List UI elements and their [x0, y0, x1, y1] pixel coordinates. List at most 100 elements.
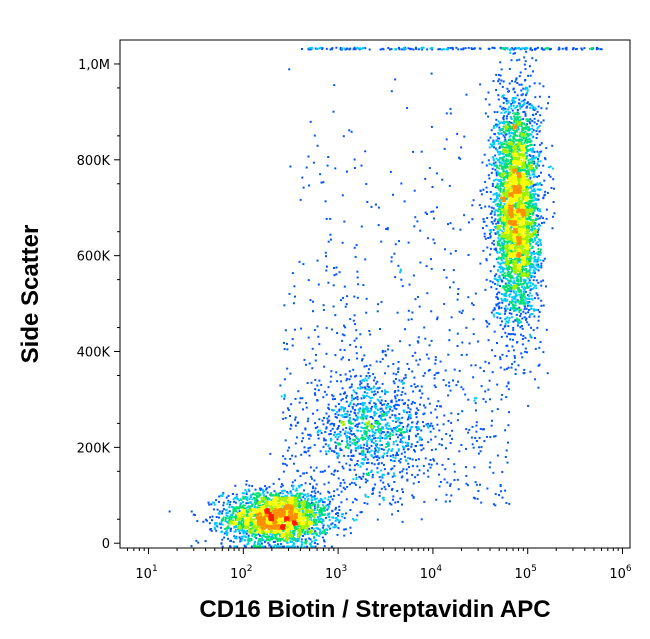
event-dot: [344, 445, 347, 448]
event-dot: [301, 512, 304, 515]
event-dot: [360, 397, 363, 400]
event-dot: [499, 178, 502, 181]
event-dot: [503, 237, 506, 240]
event-dot: [293, 494, 295, 497]
event-dot: [352, 389, 355, 392]
event-dot: [527, 159, 530, 162]
event-dot: [265, 506, 268, 509]
event-dot: [533, 121, 536, 124]
event-dot: [373, 450, 376, 453]
event-dot: [325, 412, 328, 415]
event-dot: [333, 450, 335, 453]
event-dot: [429, 430, 432, 433]
event-dot: [232, 511, 235, 514]
event-dot: [267, 498, 269, 501]
event-dot: [222, 516, 225, 519]
event-dot: [499, 484, 502, 486]
event-dot: [381, 47, 384, 50]
event-dot: [345, 498, 348, 501]
event-dot: [368, 48, 371, 51]
event-dot: [434, 408, 437, 411]
event-dot: [401, 428, 403, 431]
event-dot: [318, 379, 321, 382]
event-dot: [486, 321, 489, 324]
event-dot: [321, 501, 324, 504]
event-dot: [323, 539, 325, 542]
event-dot: [391, 409, 394, 412]
event-dot: [445, 433, 448, 435]
event-dot: [341, 339, 344, 342]
event-dot: [388, 485, 391, 487]
event-dot: [536, 326, 539, 329]
event-dot: [498, 126, 501, 129]
event-dot: [282, 417, 285, 420]
event-dot: [392, 495, 395, 498]
event-dot: [474, 364, 477, 367]
event-dot: [504, 322, 507, 325]
event-dot: [340, 299, 342, 302]
event-dot: [500, 143, 503, 146]
event-dot: [501, 230, 504, 233]
event-dot: [518, 58, 521, 61]
event-dot: [505, 396, 508, 399]
event-dot: [377, 409, 380, 412]
event-dot: [502, 188, 505, 191]
event-dot: [300, 499, 303, 502]
event-dot: [389, 427, 392, 430]
event-dot: [493, 307, 496, 310]
event-dot: [491, 46, 494, 49]
event-dot: [513, 115, 516, 118]
event-dot: [526, 128, 529, 131]
event-dot: [360, 47, 363, 50]
event-dot: [328, 502, 331, 505]
event-dot: [262, 491, 265, 494]
event-dot: [427, 422, 430, 425]
event-dot: [377, 224, 380, 227]
event-dot: [381, 358, 384, 361]
event-dot: [398, 418, 401, 421]
event-dot: [328, 491, 331, 494]
event-dot: [314, 492, 317, 495]
event-dot: [471, 302, 473, 305]
event-dot: [356, 514, 359, 517]
event-dot: [258, 493, 261, 496]
event-dot: [374, 449, 377, 452]
event-dot: [397, 370, 400, 373]
event-dot: [346, 410, 349, 413]
event-dot: [366, 444, 369, 447]
event-dot: [498, 240, 501, 243]
event-dot: [499, 256, 502, 259]
event-dot: [246, 506, 249, 509]
event-dot: [363, 354, 366, 357]
event-dot: [402, 425, 405, 428]
event-dot: [354, 419, 357, 422]
event-dot: [380, 240, 383, 243]
event-dot: [528, 279, 531, 282]
event-dot: [419, 396, 422, 399]
event-dot: [309, 482, 312, 485]
event-dot: [436, 316, 439, 319]
event-dot: [316, 144, 319, 147]
event-dot: [289, 427, 292, 430]
event-dot: [294, 442, 297, 445]
event-dot: [503, 183, 505, 185]
plot-background: [120, 40, 630, 548]
event-dot: [503, 307, 506, 310]
event-dot: [494, 154, 497, 157]
event-dot: [330, 449, 333, 452]
event-dot: [502, 94, 505, 97]
event-dot: [356, 46, 359, 49]
event-dot: [412, 150, 414, 153]
event-dot: [390, 450, 393, 452]
event-dot: [526, 155, 529, 157]
event-dot: [489, 253, 492, 256]
event-dot: [538, 125, 541, 127]
event-dot: [366, 414, 369, 417]
event-dot: [527, 404, 530, 407]
event-dot: [235, 496, 238, 499]
event-dot: [497, 230, 500, 233]
event-dot: [405, 468, 408, 471]
event-dot: [497, 213, 500, 216]
event-dot: [320, 518, 323, 520]
event-dot: [343, 481, 346, 484]
